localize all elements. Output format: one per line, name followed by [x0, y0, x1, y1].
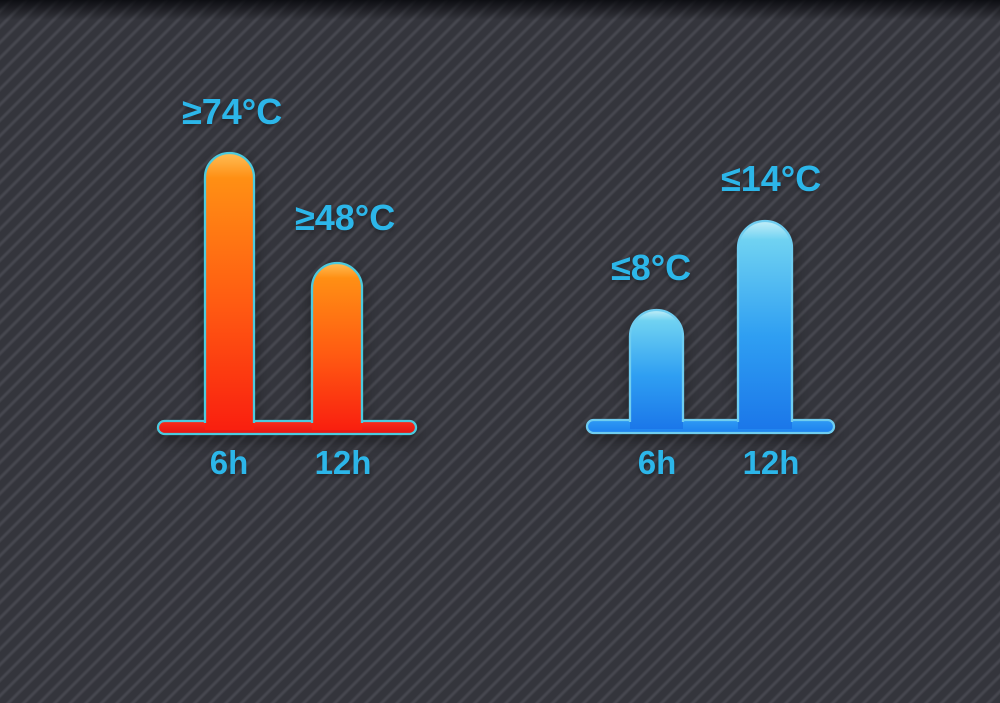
- category-label-12h: 12h: [742, 444, 800, 481]
- top-edge-shadow: [0, 0, 1000, 20]
- bar-outline: [203, 151, 256, 423]
- baseline: [156, 419, 418, 436]
- category-label-6h: 6h: [209, 444, 249, 481]
- value-label-12h: ≤14°C: [721, 158, 822, 199]
- value-label-6h: ≤8°C: [611, 247, 692, 288]
- bar-outline: [736, 219, 794, 422]
- value-label-6h: ≥74°C: [182, 91, 283, 132]
- value-label-12h: ≥48°C: [295, 197, 396, 238]
- bar-outline: [310, 261, 364, 423]
- bar-12h: [312, 263, 362, 430]
- cold-retention-bars: [585, 219, 836, 435]
- bar-6h: [205, 153, 254, 430]
- category-label-6h: 6h: [637, 444, 677, 481]
- bar-outline: [628, 308, 685, 422]
- heat-retention-bars: [156, 151, 418, 436]
- category-label-12h: 12h: [314, 444, 372, 481]
- bar-6h: [630, 310, 683, 429]
- bar-12h: [738, 221, 792, 429]
- baseline: [585, 418, 836, 435]
